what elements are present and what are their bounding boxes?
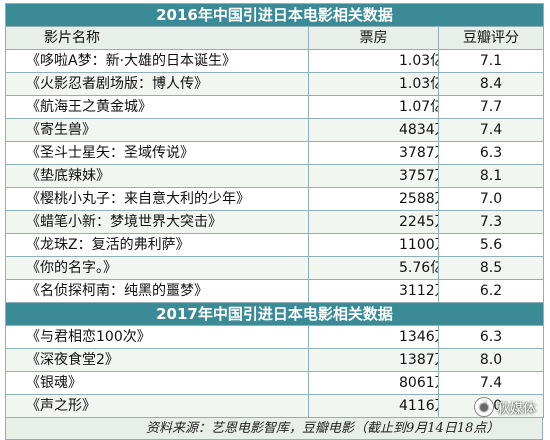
section-header-2017: 2017年中国引进日本电影相关数据 — [5, 302, 544, 326]
box-office-cell: 4834万 — [308, 118, 439, 142]
table-row: 《名侦探柯南：纯黑的噩梦》3112万6.2 — [5, 279, 544, 303]
table-row: 《樱桃小丸子：来自意大利的少年》2588万7.0 — [5, 187, 544, 211]
movie-title-cell: 《火影忍者剧场版：博人传》 — [5, 72, 309, 96]
movie-title-cell: 《深夜食堂2》 — [5, 348, 309, 372]
douban-score-cell: 7.3 — [438, 210, 544, 234]
douban-score-cell: 6.3 — [438, 141, 544, 165]
table-row: 《声之形》4116万7.0 — [5, 394, 544, 418]
box-office-cell: 4116万 — [308, 394, 439, 418]
section-title: 2017年中国引进日本电影相关数据 — [5, 302, 544, 326]
box-office-cell: 2245万 — [308, 210, 439, 234]
table-row: 《深夜食堂2》1387万8.0 — [5, 348, 544, 372]
box-office-cell: 1387万 — [308, 348, 439, 372]
column-header-title: 影片名称 — [5, 26, 309, 50]
box-office-cell: 3757万 — [308, 164, 439, 188]
table-row: 《你的名字。》5.76亿8.5 — [5, 256, 544, 280]
box-office-cell: 3112万 — [308, 279, 439, 303]
table-row: 《垫底辣妹》3757万8.1 — [5, 164, 544, 188]
douban-score-cell: 7.7 — [438, 95, 544, 119]
movie-title-cell: 《名侦探柯南：纯黑的噩梦》 — [5, 279, 309, 303]
table-row: 《寄生兽》4834万7.4 — [5, 118, 544, 142]
douban-score-cell: 8.4 — [438, 72, 544, 96]
column-header-box-office: 票房 — [308, 26, 439, 50]
table-row: 《火影忍者剧场版：博人传》1.03亿8.4 — [5, 72, 544, 96]
douban-score-cell: 8.0 — [438, 348, 544, 372]
table-row: 《蜡笔小新：梦境世界大突击》2245万7.3 — [5, 210, 544, 234]
box-office-cell: 2588万 — [308, 187, 439, 211]
box-office-cell: 5.76亿 — [308, 256, 439, 280]
movie-title-cell: 《与君相恋100次》 — [5, 325, 309, 349]
movie-title-cell: 《圣斗士星矢：圣域传说》 — [5, 141, 309, 165]
table-row: 《哆啦A梦：新·大雄的日本诞生》1.03亿7.1 — [5, 49, 544, 73]
box-office-cell: 1.03亿 — [308, 72, 439, 96]
section-title: 2016年中国引进日本电影相关数据 — [5, 3, 544, 27]
douban-score-cell: 7.0 — [438, 187, 544, 211]
douban-score-cell: 7.4 — [438, 371, 544, 395]
column-header-score: 豆瓣评分 — [438, 26, 544, 50]
box-office-cell: 1100万 — [308, 233, 439, 257]
movie-title-cell: 《寄生兽》 — [5, 118, 309, 142]
table-row: 《圣斗士星矢：圣域传说》3787万6.3 — [5, 141, 544, 165]
movie-title-cell: 《垫底辣妹》 — [5, 164, 309, 188]
douban-score-cell: 7.4 — [438, 118, 544, 142]
table-row: 《与君相恋100次》1346万6.3 — [5, 325, 544, 349]
data-sheet: 2016年中国引进日本电影相关数据 影片名称 票房 豆瓣评分 《哆啦A梦：新·大… — [5, 3, 544, 440]
column-header-row: 影片名称 票房 豆瓣评分 — [5, 26, 544, 50]
movie-title-cell: 《银魂》 — [5, 371, 309, 395]
movie-title-cell: 《蜡笔小新：梦境世界大突击》 — [5, 210, 309, 234]
movie-title-cell: 《龙珠Z：复活的弗利萨》 — [5, 233, 309, 257]
douban-score-cell: 8.5 — [438, 256, 544, 280]
box-office-cell: 1346万 — [308, 325, 439, 349]
douban-score-cell: 6.3 — [438, 325, 544, 349]
douban-score-cell: 5.6 — [438, 233, 544, 257]
movie-title-cell: 《哆啦A梦：新·大雄的日本诞生》 — [5, 49, 309, 73]
source-note: 资料来源：艺恩电影智库，豆瓣电影（截止到9月14日18点） — [5, 418, 543, 440]
watermark: ● 秋媒体 — [473, 397, 536, 417]
movie-title-cell: 《声之形》 — [5, 394, 309, 418]
douban-score-cell: 6.2 — [438, 279, 544, 303]
box-office-cell: 3787万 — [308, 141, 439, 165]
box-office-cell: 1.03亿 — [308, 49, 439, 73]
movie-title-cell: 《航海王之黄金城》 — [5, 95, 309, 119]
douban-score-cell: 8.1 — [438, 164, 544, 188]
table-row: 《银魂》8061万7.4 — [5, 371, 544, 395]
section-header-2016: 2016年中国引进日本电影相关数据 — [5, 3, 544, 27]
douban-score-cell: 7.1 — [438, 49, 544, 73]
movie-title-cell: 《你的名字。》 — [5, 256, 309, 280]
movie-title-cell: 《樱桃小丸子：来自意大利的少年》 — [5, 187, 309, 211]
box-office-cell: 1.07亿 — [308, 95, 439, 119]
wechat-logo-icon: ● — [473, 397, 494, 417]
table-row: 《龙珠Z：复活的弗利萨》1100万5.6 — [5, 233, 544, 257]
watermark-text: 秋媒体 — [496, 401, 536, 417]
table-row: 《航海王之黄金城》1.07亿7.7 — [5, 95, 544, 119]
box-office-cell: 8061万 — [308, 371, 439, 395]
movie-table: 2016年中国引进日本电影相关数据 影片名称 票房 豆瓣评分 《哆啦A梦：新·大… — [5, 3, 544, 418]
